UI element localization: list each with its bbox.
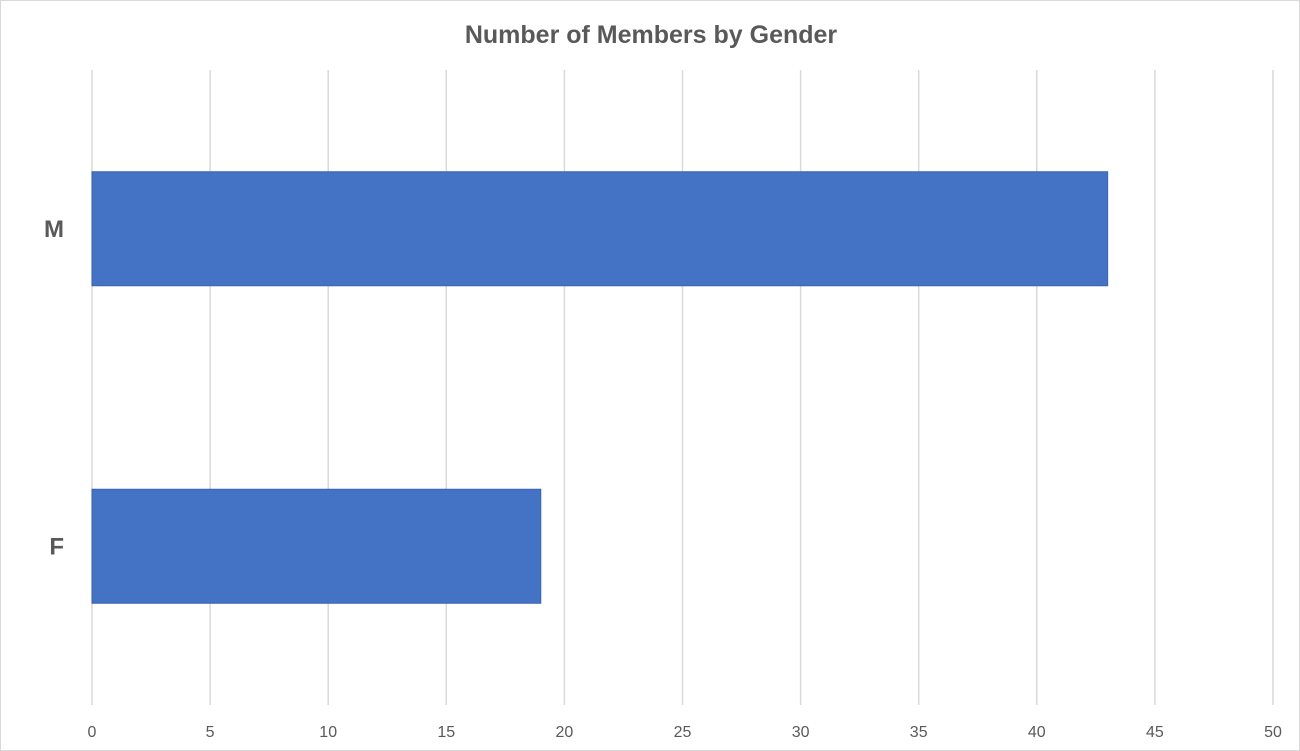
x-tick-label: 25 (674, 724, 692, 741)
x-tick-label: 0 (88, 724, 97, 741)
x-tick-label: 10 (319, 724, 337, 741)
x-tick-label: 35 (910, 724, 928, 741)
x-tick-label: 15 (437, 724, 455, 741)
bar-M (91, 171, 1109, 287)
x-tick-label: 50 (1264, 724, 1282, 741)
y-axis-category-labels: MF (44, 216, 64, 561)
bar-F (91, 488, 542, 604)
x-tick-label: 30 (792, 724, 810, 741)
x-axis-tick-labels: 0 5 10 15 20 25 30 35 40 45 50 (88, 724, 1282, 741)
category-label-F: F (49, 533, 64, 560)
category-label-M: M (44, 216, 64, 243)
x-tick-label: 45 (1146, 724, 1164, 741)
bars (91, 171, 1109, 604)
x-tick-label: 40 (1028, 724, 1046, 741)
chart-title: Number of Members by Gender (464, 21, 838, 49)
x-tick-label: 20 (556, 724, 574, 741)
x-tick-label: 5 (206, 724, 215, 741)
gridlines (91, 70, 1274, 705)
